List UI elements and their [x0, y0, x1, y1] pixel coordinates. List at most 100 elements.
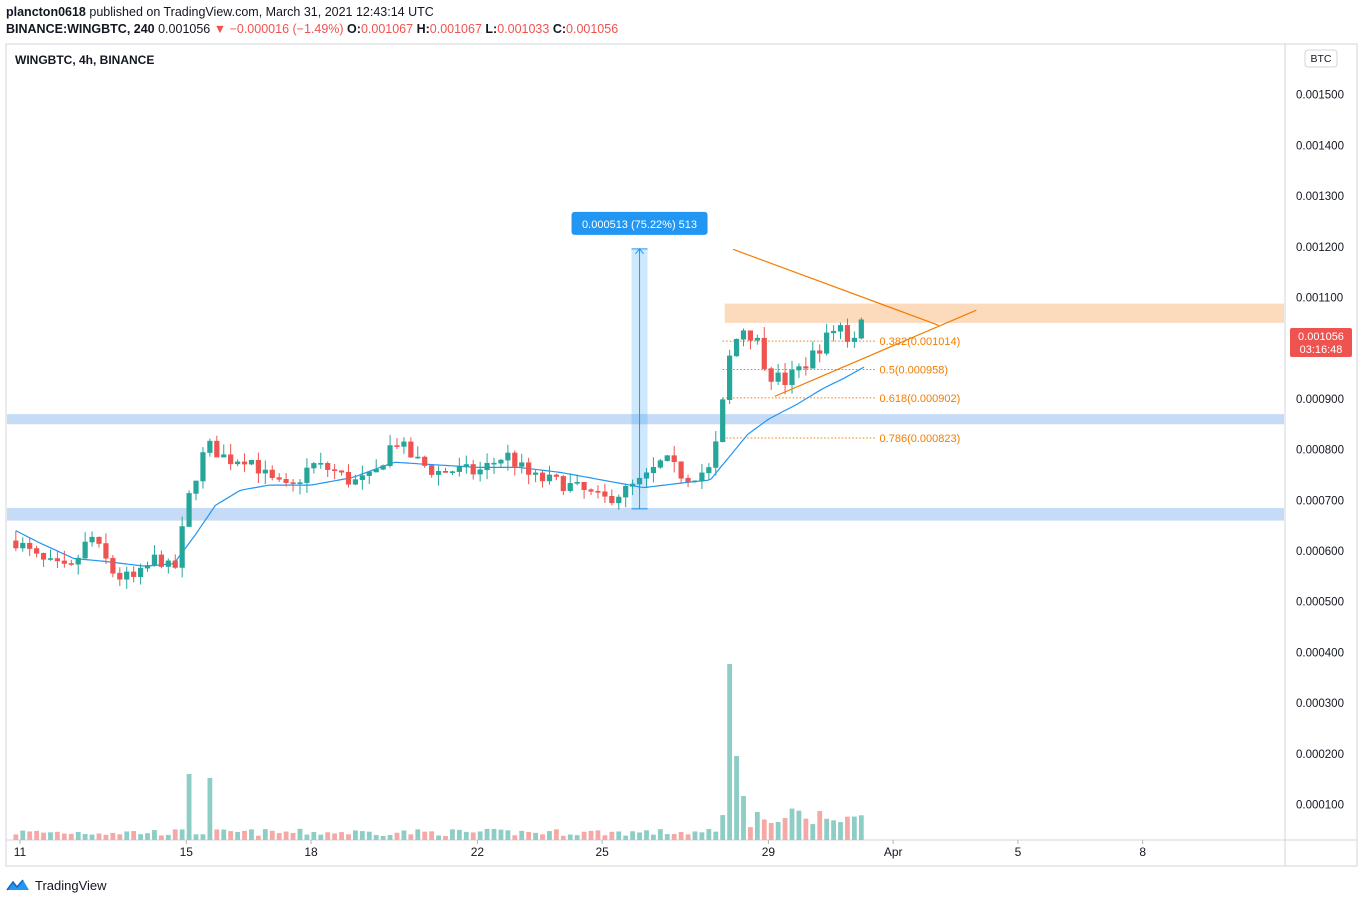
candle-body: [650, 467, 657, 474]
low-value: 0.001033: [497, 22, 550, 36]
candle-body: [297, 482, 303, 484]
volume-bar: [269, 830, 275, 840]
candle-body: [844, 325, 851, 342]
volume-bar: [664, 834, 670, 840]
measure-arrow-head: [635, 248, 644, 255]
triangle-upper-line: [732, 248, 940, 326]
candle-body: [498, 459, 504, 464]
change-value: ▼ −0.000016 (−1.49%): [213, 22, 344, 36]
volume-bar: [678, 831, 684, 840]
candle-body: [359, 475, 365, 480]
volume-bar: [200, 834, 206, 840]
time-tick-label: 11: [14, 845, 27, 859]
candle-body: [830, 330, 837, 334]
price-tick-label: 0.001100: [1296, 293, 1343, 305]
volume-bar: [817, 810, 823, 840]
candle-body: [789, 369, 795, 385]
volume-bar: [325, 832, 331, 840]
low-label: L:: [485, 22, 498, 36]
volume-layer: [13, 664, 864, 840]
candle-body: [519, 462, 525, 467]
time-tick-label: Apr: [884, 845, 903, 859]
candle-body: [803, 366, 809, 369]
footer-brand[interactable]: TradingView: [6, 874, 107, 896]
price-tick-label: 0.001500: [1296, 90, 1344, 102]
volume-bar: [782, 818, 788, 840]
volume-bar: [415, 829, 421, 840]
candle-body: [235, 461, 241, 465]
author-name[interactable]: plancton0618: [6, 5, 86, 19]
volume-bar: [824, 818, 830, 840]
candle-body: [546, 474, 553, 482]
candle-body: [512, 452, 518, 467]
currency-badge-box[interactable]: [1304, 49, 1338, 68]
volume-bar: [450, 829, 455, 840]
candle-body: [477, 469, 483, 475]
candle-body: [318, 463, 324, 465]
volume-bar: [692, 831, 698, 840]
candle-body: [228, 454, 234, 465]
volume-bar: [588, 830, 594, 840]
volume-bar: [526, 831, 532, 840]
symbol-line: BINANCE:WINGBTC, 240: [6, 22, 155, 36]
price-tick-label: 0.000300: [1296, 698, 1344, 710]
time-tick-label: 8: [1139, 845, 1146, 859]
chart-frame: [5, 43, 1358, 867]
volume-bar: [803, 818, 809, 840]
volume-bar: [519, 830, 525, 840]
volume-bar: [380, 835, 386, 840]
candle-body: [75, 557, 81, 565]
volume-bar: [131, 831, 137, 840]
candle-body: [727, 355, 733, 400]
candles-layer: [13, 317, 864, 589]
published-text: published on TradingView.com, March 31, …: [89, 5, 434, 19]
candle-body: [401, 441, 407, 447]
candle-body: [110, 557, 116, 574]
candle-body: [429, 465, 435, 475]
price-tick-label: 0.000500: [1296, 597, 1344, 609]
volume-bar: [249, 829, 254, 840]
price-tag-value: 0.001056: [1298, 331, 1344, 343]
time-axis[interactable]: 11 15 18 22 25 29 Apr 5 8: [14, 840, 1147, 859]
candle-body: [262, 469, 268, 474]
volume-bar: [158, 835, 164, 840]
price-tag-box: [1290, 328, 1352, 357]
volume-bar: [89, 834, 95, 840]
candle-body: [40, 552, 47, 560]
candle-body: [553, 474, 559, 477]
candle-body: [754, 337, 760, 341]
volume-bar: [602, 835, 608, 840]
candle-body: [817, 350, 823, 354]
high-value: 0.001067: [429, 22, 482, 36]
volume-bar: [443, 835, 448, 840]
candle-body: [415, 456, 421, 459]
volume-bar: [748, 827, 753, 840]
candle-body: [325, 463, 331, 470]
candle-body: [13, 540, 19, 549]
volume-bar: [332, 833, 338, 840]
candle-body: [311, 463, 317, 469]
volume-bar: [512, 835, 518, 840]
price-tick-label: 0.001300: [1296, 191, 1344, 203]
volume-bar: [505, 830, 511, 840]
candle-body: [858, 319, 864, 339]
volume-bar: [373, 835, 379, 840]
candle-body: [671, 455, 677, 463]
candle-body: [526, 462, 532, 475]
volume-bar: [228, 831, 234, 840]
candle-body: [214, 440, 220, 458]
volume-bar: [810, 824, 816, 840]
price-axis[interactable]: 0.000100 0.000200 0.000300 0.000400 0.000500…: [1296, 90, 1344, 812]
candle-body: [706, 467, 712, 474]
price-tick-label: 0.000700: [1296, 495, 1344, 507]
volume-bar: [27, 831, 33, 840]
candle-body: [484, 462, 490, 471]
candle-body: [630, 483, 636, 487]
volume-bar: [179, 829, 185, 840]
candle-body: [796, 366, 802, 371]
close-label: C:: [552, 22, 567, 36]
candle-body: [290, 482, 296, 484]
candle-body: [747, 330, 754, 341]
volume-bar: [574, 835, 580, 840]
